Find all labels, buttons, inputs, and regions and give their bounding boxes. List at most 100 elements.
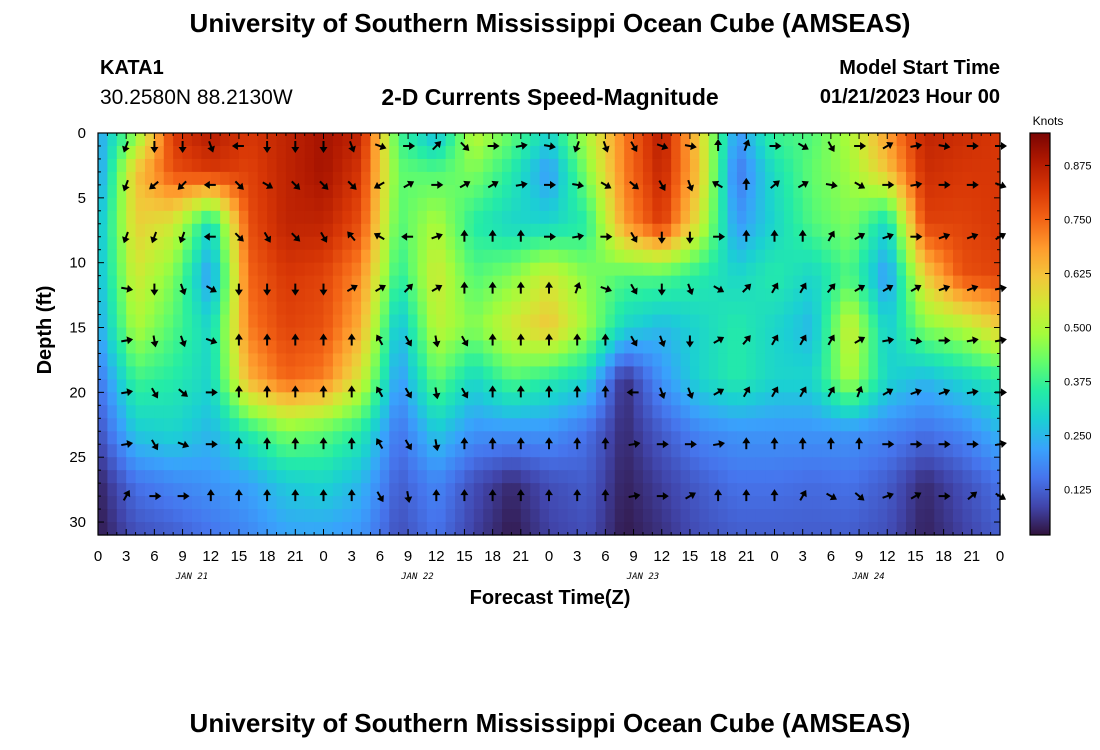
current-vector bbox=[404, 387, 413, 399]
vector-head bbox=[798, 437, 807, 444]
heatmap-cell bbox=[699, 262, 710, 277]
heatmap-cell bbox=[389, 353, 400, 368]
current-vector bbox=[460, 281, 469, 294]
heatmap-cell bbox=[455, 184, 466, 199]
heatmap-cell bbox=[389, 483, 400, 497]
heatmap-cell bbox=[849, 145, 860, 160]
heatmap-cell bbox=[238, 236, 249, 251]
heatmap-cell bbox=[708, 145, 719, 160]
vector-shaft bbox=[826, 286, 833, 294]
heatmap-cell bbox=[182, 392, 193, 406]
heatmap-cell bbox=[746, 509, 757, 523]
heatmap-cell bbox=[323, 418, 334, 432]
heatmap-cell bbox=[220, 171, 231, 186]
heatmap-cell bbox=[830, 483, 841, 497]
heatmap-cell bbox=[558, 496, 569, 510]
heatmap-cell bbox=[943, 496, 954, 510]
heatmap-cell bbox=[98, 236, 108, 251]
current-vector bbox=[516, 229, 525, 242]
heatmap-cell bbox=[426, 158, 437, 173]
heatmap-cell bbox=[220, 418, 231, 432]
heatmap-cell bbox=[671, 366, 682, 380]
heatmap-cell bbox=[896, 353, 907, 368]
heatmap-cell bbox=[859, 158, 870, 173]
heatmap-cell bbox=[953, 379, 964, 393]
heatmap-cell bbox=[417, 301, 428, 316]
heatmap-cell bbox=[389, 327, 400, 342]
heatmap-cell bbox=[793, 340, 804, 355]
heatmap-cell bbox=[220, 249, 231, 264]
heatmap-cell bbox=[163, 171, 174, 186]
current-vector bbox=[630, 335, 638, 347]
heatmap-cell bbox=[614, 340, 625, 355]
heatmap-cell bbox=[812, 249, 823, 264]
heatmap-cell bbox=[859, 392, 870, 406]
heatmap-cell bbox=[896, 327, 907, 342]
current-vector bbox=[742, 177, 751, 190]
vector-head bbox=[347, 437, 356, 444]
heatmap-cell bbox=[727, 275, 738, 290]
heatmap-cell bbox=[398, 379, 409, 393]
vector-shaft bbox=[121, 391, 129, 395]
heatmap-cell bbox=[398, 262, 409, 277]
heatmap-cell bbox=[727, 522, 738, 536]
heatmap-cell bbox=[285, 249, 296, 264]
vector-shaft bbox=[152, 335, 156, 343]
current-vector bbox=[432, 387, 441, 400]
heatmap-cell bbox=[248, 418, 259, 432]
heatmap-cell bbox=[887, 509, 898, 523]
current-vector bbox=[938, 492, 951, 501]
heatmap-cell bbox=[389, 509, 400, 523]
heatmap-cell bbox=[981, 158, 992, 173]
heatmap-cell bbox=[840, 509, 851, 523]
heatmap-cell bbox=[285, 275, 296, 290]
heatmap-cell bbox=[342, 262, 353, 277]
x-tick-label: 18 bbox=[484, 548, 501, 565]
heatmap-cell bbox=[455, 197, 466, 212]
heatmap-cell bbox=[483, 496, 494, 510]
heatmap-cell bbox=[116, 145, 127, 160]
heatmap-cell bbox=[746, 483, 757, 497]
heatmap-cell bbox=[868, 249, 879, 264]
vector-head bbox=[347, 489, 356, 496]
heatmap-cell bbox=[220, 133, 231, 147]
heatmap-cell bbox=[577, 158, 588, 173]
heatmap-cell bbox=[370, 392, 381, 406]
heatmap-cell bbox=[257, 275, 268, 290]
heatmap-cell bbox=[163, 379, 174, 393]
heatmap-cell bbox=[586, 301, 597, 316]
heatmap-cell bbox=[783, 210, 794, 225]
heatmap-cell bbox=[708, 210, 719, 225]
heatmap-cell bbox=[614, 379, 625, 393]
heatmap-cell bbox=[144, 275, 155, 290]
heatmap-cell bbox=[361, 496, 372, 510]
heatmap-cell bbox=[661, 353, 672, 368]
heatmap-cell bbox=[755, 223, 766, 238]
current-vector bbox=[797, 142, 809, 150]
heatmap-cell bbox=[408, 210, 419, 225]
heatmap-cell bbox=[314, 405, 325, 419]
heatmap-cell bbox=[934, 249, 945, 264]
vector-head bbox=[573, 437, 582, 444]
vector-head bbox=[828, 283, 836, 291]
heatmap-cell bbox=[971, 379, 982, 393]
heatmap-cell bbox=[342, 353, 353, 368]
heatmap-cell bbox=[558, 184, 569, 199]
heatmap-cell bbox=[473, 444, 484, 458]
heatmap-cell bbox=[173, 197, 184, 212]
heatmap-cell bbox=[351, 392, 362, 406]
vector-shaft bbox=[461, 387, 467, 395]
heatmap-cell bbox=[689, 184, 700, 199]
vector-shaft bbox=[152, 231, 158, 239]
heatmap-cell bbox=[567, 470, 578, 484]
current-vector bbox=[207, 140, 215, 153]
heatmap-cell bbox=[736, 418, 747, 432]
x-tick-label: 3 bbox=[122, 548, 130, 565]
heatmap-cell bbox=[802, 522, 813, 536]
heatmap-cell bbox=[426, 262, 437, 277]
heatmap-cell bbox=[614, 288, 625, 303]
heatmap-cell bbox=[173, 327, 184, 342]
heatmap-cell bbox=[971, 496, 982, 510]
heatmap-cell bbox=[943, 210, 954, 225]
heatmap-cell bbox=[267, 496, 278, 510]
